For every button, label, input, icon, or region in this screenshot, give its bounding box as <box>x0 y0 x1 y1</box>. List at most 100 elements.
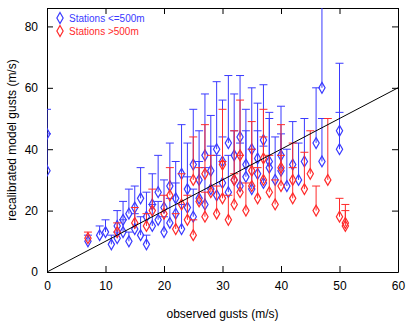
point <box>167 217 173 228</box>
error-bar-line <box>134 186 135 207</box>
error-bar-cap <box>336 198 344 199</box>
reference-line <box>47 88 398 272</box>
tick-mark <box>164 266 165 272</box>
tick-mark <box>47 26 53 27</box>
error-bar <box>166 168 174 196</box>
tick-mark <box>47 272 53 273</box>
error-bar-line <box>339 198 340 216</box>
error-bar <box>148 189 156 210</box>
tick-mark <box>392 272 398 273</box>
tick: 0 <box>31 265 53 279</box>
point <box>155 187 161 198</box>
error-bar-cap <box>102 219 110 220</box>
error-bar <box>341 211 349 226</box>
error-bar-cap <box>154 201 162 202</box>
error-bar-line <box>152 189 153 210</box>
point <box>319 82 325 93</box>
error-bar <box>213 82 221 150</box>
error-bar-cap <box>148 189 156 190</box>
legend-symbol <box>57 26 63 37</box>
tick <box>392 272 398 273</box>
error-bar <box>224 195 232 220</box>
error-bar-cap <box>160 179 168 180</box>
tick-mark <box>164 8 165 14</box>
error-bar-cap <box>189 219 197 220</box>
error-bar-cap <box>248 87 256 88</box>
point <box>249 181 255 192</box>
error-bar-cap <box>183 143 191 144</box>
tick <box>223 8 224 14</box>
axis <box>392 9 399 273</box>
error-bar <box>201 125 209 174</box>
error-bar-cap <box>277 155 285 156</box>
error-bar-cap <box>236 75 244 76</box>
error-bar-cap <box>166 143 174 144</box>
error-bar-cap <box>277 124 285 125</box>
error-bar <box>318 8 326 88</box>
error-bar-cap <box>336 112 344 113</box>
error-bar-cap <box>219 161 227 162</box>
error-bar-line <box>269 112 270 161</box>
error-bar-cap <box>201 124 209 125</box>
tick-label: 30 <box>216 279 230 293</box>
error-bar-cap <box>125 232 133 233</box>
tick-mark <box>106 266 107 272</box>
error-bar-cap <box>289 167 297 168</box>
point <box>190 174 196 185</box>
error-bar-cap <box>113 222 121 223</box>
legend-label: Stations >500m <box>69 26 139 37</box>
error-bar <box>125 189 133 214</box>
error-bar-cap <box>254 130 262 131</box>
error-bar-cap <box>183 176 191 177</box>
tick-mark <box>281 266 282 272</box>
error-bar-cap <box>271 179 279 180</box>
tick-mark <box>392 211 398 212</box>
error-bar-cap <box>224 75 232 76</box>
error-bar-cap <box>154 155 162 156</box>
error-bar-cap <box>277 106 285 107</box>
error-bar-cap <box>248 149 256 150</box>
error-bar-cap <box>183 195 191 196</box>
point <box>108 239 114 250</box>
error-bar <box>131 208 139 223</box>
error-bar-cap <box>142 213 150 214</box>
error-bar-cap <box>189 136 197 137</box>
point <box>301 184 307 195</box>
error-bar <box>183 195 191 220</box>
error-bar-cap <box>166 167 174 168</box>
tick: 20 <box>158 266 172 293</box>
tick-label: 40 <box>275 279 289 293</box>
tick-mark <box>392 26 398 27</box>
error-bar-cap <box>259 84 267 85</box>
tick-label: 40 <box>25 143 39 157</box>
error-bar-cap <box>254 103 262 104</box>
tick: 10 <box>99 266 113 293</box>
tick-label: 80 <box>25 20 39 34</box>
error-bar <box>131 186 139 207</box>
point <box>225 138 231 149</box>
error-bar-line <box>216 82 217 150</box>
point <box>190 230 196 241</box>
error-bar-cap <box>312 186 320 187</box>
error-bar <box>312 88 320 143</box>
point <box>143 221 149 232</box>
tick-label: 10 <box>99 279 113 293</box>
error-bar-line <box>140 217 141 235</box>
error-bar-cap <box>107 235 115 236</box>
point <box>102 227 108 238</box>
point <box>126 236 132 247</box>
error-bar-line <box>222 109 223 164</box>
error-bar-cap <box>300 152 308 153</box>
error-bar-line <box>327 119 328 180</box>
error-bar-cap <box>306 130 314 131</box>
error-bar-line <box>316 88 317 143</box>
error-bar-cap <box>131 207 139 208</box>
point <box>243 171 249 182</box>
error-bar-line <box>193 220 194 235</box>
tick <box>281 8 282 14</box>
error-bar-cap <box>213 186 221 187</box>
error-bar-cap <box>189 109 197 110</box>
point <box>272 199 278 210</box>
point <box>225 214 231 225</box>
error-bar-cap <box>259 109 267 110</box>
